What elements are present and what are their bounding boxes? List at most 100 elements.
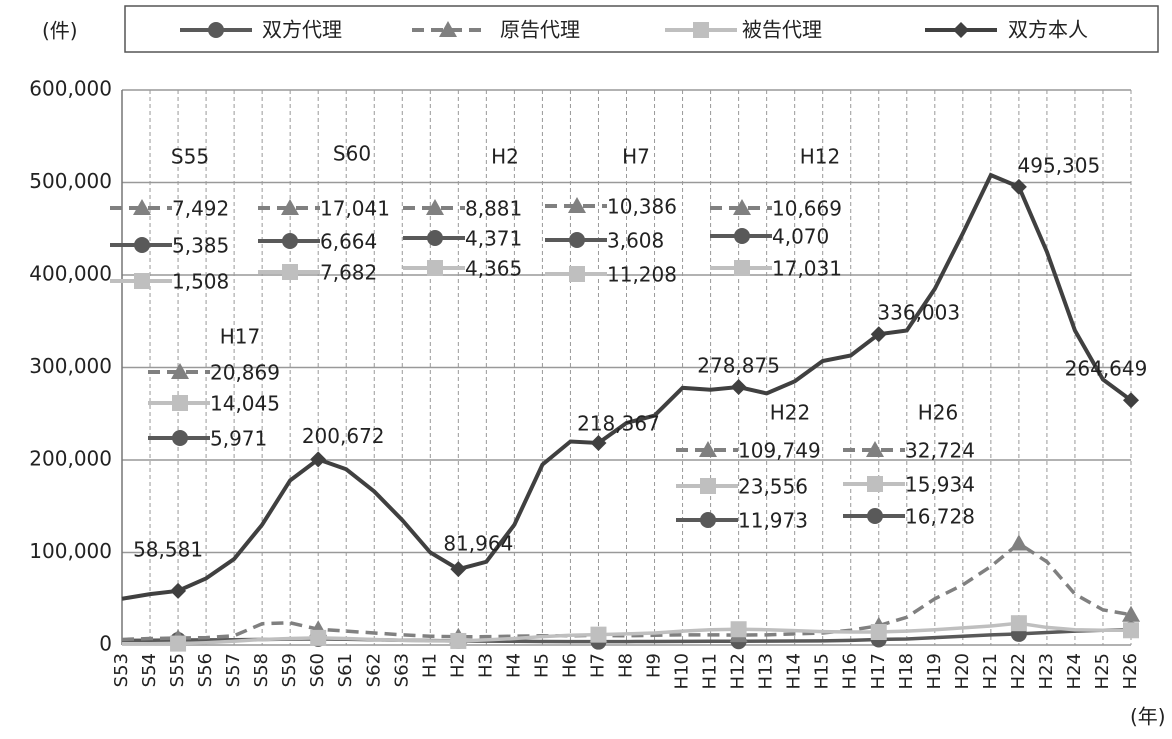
value-label: 1,508 xyxy=(172,270,229,294)
group-label: S55 xyxy=(171,145,209,169)
value-label: 10,669 xyxy=(772,197,842,221)
value-label: 15,934 xyxy=(905,473,975,497)
x-tick-label: H4 xyxy=(503,653,524,678)
x-tick-label: H23 xyxy=(1036,653,1057,689)
marker xyxy=(1009,534,1028,551)
value-label: 8,881 xyxy=(465,197,522,221)
marker xyxy=(590,435,607,452)
value-label: 10,386 xyxy=(607,195,677,219)
legend-label: 原告代理 xyxy=(500,18,580,42)
x-tick-label: H13 xyxy=(756,653,777,689)
x-tick-label: H18 xyxy=(896,653,917,689)
x-tick-label: H26 xyxy=(1120,653,1141,689)
marker xyxy=(700,478,716,494)
marker xyxy=(134,273,150,289)
marker xyxy=(953,22,969,38)
value-label: 4,070 xyxy=(772,225,829,249)
marker xyxy=(1010,615,1027,632)
marker xyxy=(282,233,298,249)
value-label: 3,608 xyxy=(607,229,664,253)
value-label: 14,045 xyxy=(210,392,280,416)
marker xyxy=(699,441,717,457)
value-label: 7,492 xyxy=(172,197,229,221)
x-tick-label: S60 xyxy=(307,653,328,687)
marker xyxy=(867,508,883,524)
marker xyxy=(700,512,716,528)
x-tick-label: S56 xyxy=(195,653,216,687)
marker xyxy=(590,626,607,643)
marker xyxy=(427,260,443,276)
marker xyxy=(866,441,884,457)
value-label: 7,682 xyxy=(320,261,377,285)
value-label: 23,556 xyxy=(738,475,808,499)
x-tick-label: H19 xyxy=(924,653,945,689)
value-label: 20,869 xyxy=(210,361,280,385)
marker xyxy=(310,451,327,468)
value-label: 109,749 xyxy=(738,439,821,463)
x-tick-label: H3 xyxy=(475,653,496,678)
x-tick-label: H14 xyxy=(784,653,805,689)
marker xyxy=(867,476,883,492)
x-tick-label: S59 xyxy=(279,653,300,687)
value-label: 218,367 xyxy=(577,412,660,436)
x-tick-label: H6 xyxy=(559,653,580,678)
x-tick-label: S57 xyxy=(223,653,244,687)
value-label: 11,208 xyxy=(607,263,677,287)
value-label: 278,875 xyxy=(697,354,780,378)
x-tick-label: H21 xyxy=(980,653,1001,689)
marker xyxy=(730,379,747,396)
group-label: H7 xyxy=(622,145,650,169)
series-line xyxy=(121,172,1133,601)
value-label: 16,728 xyxy=(905,505,975,529)
y-unit: (件) xyxy=(42,19,78,43)
group-label: H17 xyxy=(220,325,261,349)
value-label: 4,371 xyxy=(465,227,522,251)
group-label: S60 xyxy=(333,142,371,166)
x-tick-label: S58 xyxy=(251,653,272,687)
value-label: 17,031 xyxy=(772,257,842,281)
marker xyxy=(427,230,443,246)
marker xyxy=(1122,605,1140,622)
value-label: 17,041 xyxy=(320,197,390,221)
x-tick-label: H16 xyxy=(840,653,861,689)
marker xyxy=(171,363,189,379)
x-tick-label: S55 xyxy=(167,653,188,687)
value-label: 32,724 xyxy=(905,439,975,463)
x-tick-label: H1 xyxy=(419,653,440,678)
x-tick-label: H22 xyxy=(1008,653,1029,689)
x-tick-label: S54 xyxy=(139,653,160,687)
marker xyxy=(734,260,750,276)
y-tick-label: 300,000 xyxy=(29,354,112,378)
x-tick-label: H7 xyxy=(587,653,608,678)
marker xyxy=(439,21,457,37)
value-label: 5,971 xyxy=(210,427,267,451)
value-label: 495,305 xyxy=(1018,153,1101,177)
group-label: H2 xyxy=(491,145,519,169)
marker xyxy=(733,199,751,215)
x-tick-label: H17 xyxy=(868,653,889,689)
legend-label: 双方本人 xyxy=(1008,18,1088,42)
marker xyxy=(208,22,224,38)
x-unit: (年) xyxy=(1130,705,1166,729)
marker xyxy=(568,197,586,213)
x-tick-label: S63 xyxy=(391,653,412,687)
group-label: H22 xyxy=(770,401,811,425)
value-label: 200,672 xyxy=(302,424,385,448)
marker xyxy=(170,582,187,599)
x-tick-label: H10 xyxy=(672,653,693,689)
x-tick-label: H20 xyxy=(952,653,973,689)
marker xyxy=(450,561,467,578)
marker xyxy=(870,624,887,641)
marker xyxy=(282,264,298,280)
marker xyxy=(730,621,747,638)
value-label: 11,973 xyxy=(738,509,808,533)
marker xyxy=(170,635,187,652)
x-tick-label: H8 xyxy=(616,653,637,678)
marker xyxy=(426,199,444,215)
legend-label: 双方代理 xyxy=(262,18,342,42)
marker xyxy=(134,237,150,253)
marker xyxy=(1123,622,1139,639)
marker xyxy=(693,22,709,38)
group-label: H12 xyxy=(800,145,841,169)
